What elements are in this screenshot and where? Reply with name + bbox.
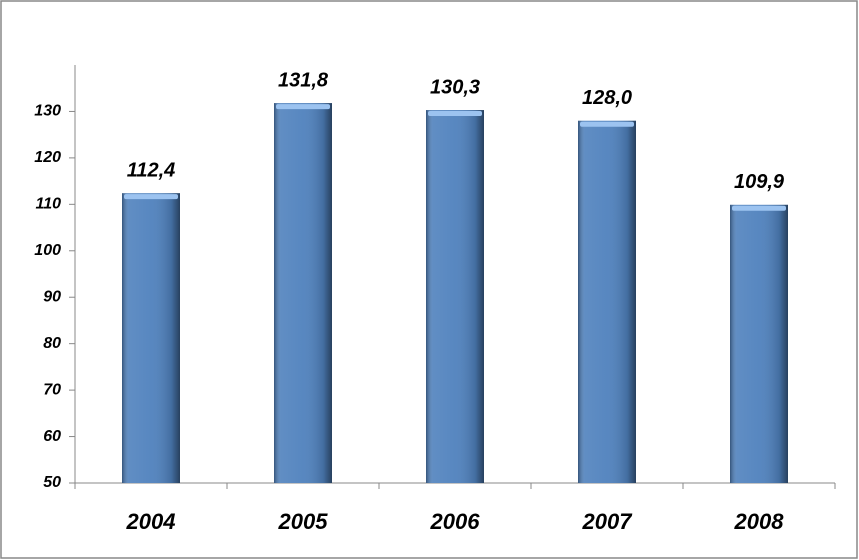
bar-cap xyxy=(124,194,178,200)
x-tick-label: 2005 xyxy=(278,509,329,534)
value-label: 109,9 xyxy=(734,171,785,193)
x-tick-label: 2006 xyxy=(430,509,481,534)
bar-shade xyxy=(426,110,484,483)
bar-cap xyxy=(580,121,634,127)
value-label: 128,0 xyxy=(582,87,632,109)
x-tick-label: 2007 xyxy=(582,509,634,534)
y-tick-label: 110 xyxy=(35,196,61,213)
bar-cap xyxy=(732,205,786,211)
bar-cap xyxy=(276,104,330,110)
bar-shade xyxy=(730,204,788,483)
y-tick-label: 50 xyxy=(43,474,61,491)
x-tick-label: 2004 xyxy=(126,509,176,534)
value-label: 130,3 xyxy=(430,76,480,98)
value-label: 112,4 xyxy=(127,159,176,181)
bar-cap xyxy=(428,111,482,117)
y-tick-label: 80 xyxy=(43,335,61,352)
y-tick-label: 100 xyxy=(34,242,61,259)
y-tick-label: 60 xyxy=(43,428,61,445)
x-tick-label: 2008 xyxy=(734,509,785,534)
y-tick-label: 70 xyxy=(43,381,61,398)
y-tick-label: 120 xyxy=(34,149,61,166)
value-label: 131,8 xyxy=(278,69,329,91)
y-tick-label: 90 xyxy=(43,288,61,305)
bar-shade xyxy=(274,103,332,483)
bar-shade xyxy=(578,120,636,483)
bar-shade xyxy=(122,193,180,484)
y-tick-label: 130 xyxy=(34,103,61,120)
